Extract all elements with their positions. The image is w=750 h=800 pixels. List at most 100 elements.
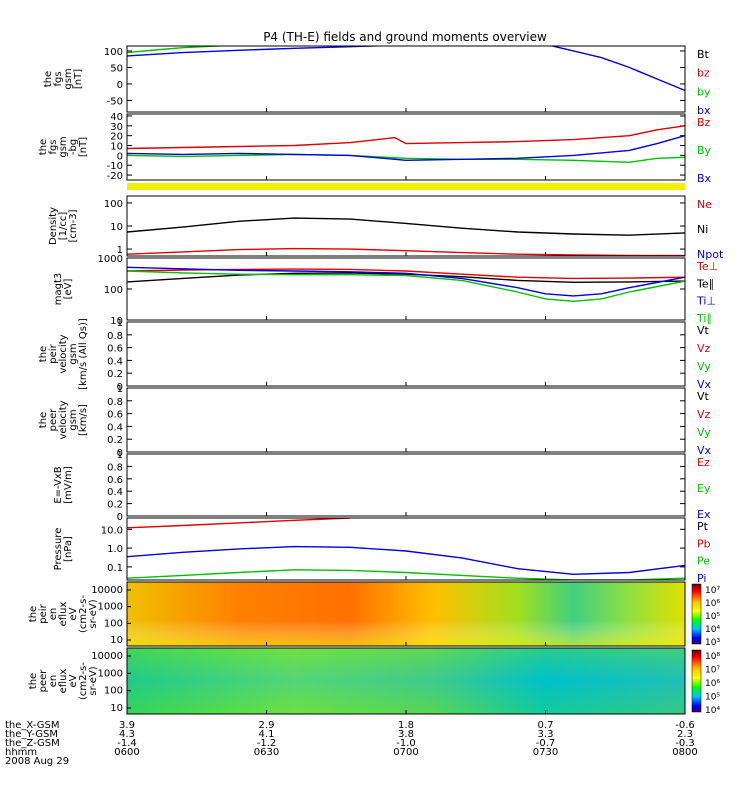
series-line-Pb xyxy=(127,518,351,529)
y-axis-label-line: eflux xyxy=(58,602,69,627)
y-axis-label-line: en xyxy=(48,675,59,688)
legend-entry: bx xyxy=(697,104,711,117)
x-axis-row-label: the_X-GSM xyxy=(5,720,59,731)
x-axis-row-label: the_Z-GSM xyxy=(5,738,60,749)
y-tick-label: 10 xyxy=(110,703,123,714)
y-axis-label-line: [mV/m] xyxy=(63,466,74,504)
y-axis-label-line: gsm xyxy=(63,68,74,89)
y-axis-label: E=-VxB [mV/m] xyxy=(53,466,74,504)
spectrogram-overlay xyxy=(127,582,685,646)
panel-1: 100 50 0 -50 Bt bz by bx the fgs gsm [nT] xyxy=(43,45,711,117)
y-axis-label: the fgs gsm [nT] xyxy=(43,68,84,89)
y-axis-label: magt3 [eV] xyxy=(53,273,74,306)
y-tick-label: 10 xyxy=(110,316,123,327)
panel-frame xyxy=(126,453,686,517)
y-axis-label-line: [nT] xyxy=(73,69,84,89)
y-tick-label: 1000 xyxy=(98,668,123,679)
y-tick-label: 40 xyxy=(110,112,123,123)
flag-bar xyxy=(127,183,685,190)
x-axis-value: 1.8 xyxy=(398,720,414,731)
y-tick-label: 1000 xyxy=(98,602,123,613)
y-axis-label-line: Pressure xyxy=(53,528,64,571)
y-axis-label-line: (cm2-s- xyxy=(78,595,89,633)
y-tick-label: 1000 xyxy=(98,254,123,265)
colorbar-label: 10⁶ xyxy=(705,599,720,609)
series-line-By xyxy=(127,153,685,164)
y-axis-label: the peir en eflux eV (cm2-s-sr-eV) xyxy=(28,595,99,633)
y-axis-label-line: gsm xyxy=(68,409,79,430)
y-tick-label: 1 xyxy=(117,318,123,329)
legend-entry: Te∥ xyxy=(696,277,714,290)
colorbar-label: 10³ xyxy=(705,638,720,648)
x-axis-row-label: the_Y-GSM xyxy=(5,729,58,740)
series-line-Te∥ xyxy=(127,272,685,284)
panel-3: 100 10 1 Ne Ni Npot Density [1/cc] [cm-3] xyxy=(48,195,724,261)
y-tick-label: 100 xyxy=(104,47,123,58)
y-axis-label-line: velocity xyxy=(58,334,69,373)
y-axis-label-line: -bg xyxy=(68,139,79,155)
y-axis-label-line: [nPa] xyxy=(63,536,74,562)
x-axis-value: -0.6 xyxy=(675,720,695,731)
y-tick-label: 0.4 xyxy=(107,422,123,433)
x-axis-value: 3.9 xyxy=(119,720,135,731)
y-tick-label: 0.2 xyxy=(107,369,123,380)
legend-entry: bz xyxy=(697,67,710,80)
legend-entry: Bt xyxy=(697,48,710,61)
y-axis-label-line: fgs xyxy=(53,71,64,86)
x-axis-value: -1.2 xyxy=(257,738,277,749)
series-line-Ti∥ xyxy=(127,270,685,303)
y-tick-label: -20 xyxy=(107,171,123,182)
y-axis-label: the peer velocity gsm [km/s] xyxy=(38,400,89,439)
y-axis-label: the fgs gsm -bg [nT] xyxy=(38,136,89,157)
colorbar-label: 10⁶ xyxy=(705,679,720,689)
x-axis-value: 0600 xyxy=(114,747,139,758)
legend-entry: Bz xyxy=(697,116,711,129)
y-tick-label: -10 xyxy=(107,161,123,172)
y-axis-label-line: eflux xyxy=(58,669,69,694)
y-tick-label: 0 xyxy=(117,512,123,523)
panel-5: 1 0.8 0.60.4 0.2 0 Vt Vz Vy Vx the peir velocity gsm… xyxy=(38,318,712,393)
y-axis-label-line: the xyxy=(38,139,49,155)
x-axis-value: 3.8 xyxy=(398,729,414,740)
legend-entry: Npot xyxy=(697,248,724,261)
legend-entry: Ez xyxy=(697,456,710,469)
series-line-Ni xyxy=(127,217,685,236)
colorbar-label: 10⁷ xyxy=(705,586,720,596)
colorbar-label: 10⁴ xyxy=(705,706,720,716)
colorbar-label: 10⁵ xyxy=(705,693,720,703)
y-axis-label-line: peer xyxy=(48,408,59,432)
x-axis-value: -1.0 xyxy=(396,738,416,749)
y-axis-label-line: magt3 xyxy=(53,273,64,306)
legend-entry: Pi xyxy=(697,572,706,585)
legend-entry: Bx xyxy=(697,172,712,185)
x-axis-value: 4.3 xyxy=(119,729,135,740)
x-axis-value: 2.9 xyxy=(259,720,275,731)
panel-10: 10⁸ 10⁷ 10⁶ 10⁵ 10⁴ 10000 1000 100 10 the peer en ef… xyxy=(28,647,720,716)
legend-entry: Te⊥ xyxy=(696,260,718,273)
y-axis-label-line: peir xyxy=(38,603,49,623)
y-axis-label-line: [eV] xyxy=(63,279,74,300)
y-axis-label-line: [1/cc] xyxy=(58,212,69,241)
y-axis-label-line: [cm-3] xyxy=(68,209,79,242)
colorbar-label: 10⁷ xyxy=(705,666,720,676)
y-tick-label: 0.4 xyxy=(107,487,123,498)
x-axis-value: 0700 xyxy=(393,747,418,758)
y-axis-label-line: eV xyxy=(68,674,79,687)
y-axis-label-line: peir xyxy=(48,343,59,363)
x-axis-value: 4.1 xyxy=(259,729,275,740)
y-tick-label: 10 xyxy=(110,142,123,153)
series-line-Pe xyxy=(127,569,685,580)
panel-frame xyxy=(126,387,686,453)
series-line-Bz xyxy=(127,125,685,150)
y-tick-label: 0.8 xyxy=(107,331,123,342)
x-axis-row-label: hhmm xyxy=(5,747,37,758)
y-tick-label: 0 xyxy=(117,448,123,459)
y-axis-label-line: en xyxy=(48,608,59,621)
y-tick-label: 1 xyxy=(117,384,123,395)
y-axis-label-line: E=-VxB xyxy=(53,466,64,503)
y-tick-label: 0 xyxy=(117,80,123,91)
legend-entry: Vx xyxy=(697,378,712,391)
colorbar xyxy=(691,583,702,645)
legend-entry: Ne xyxy=(697,198,712,211)
